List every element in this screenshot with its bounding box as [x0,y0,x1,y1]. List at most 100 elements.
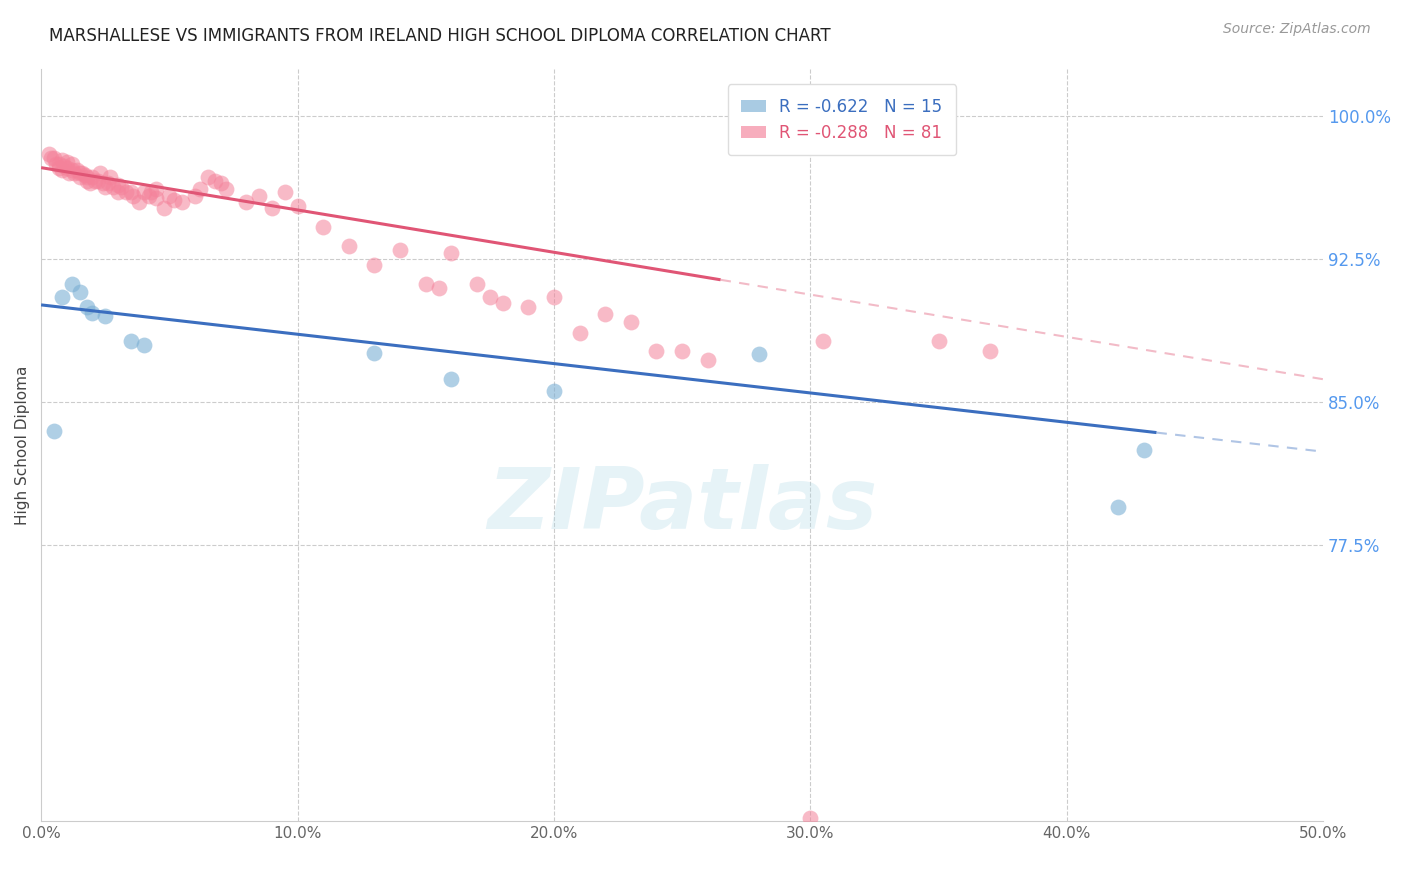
Point [42,424,65,438]
Point [184,189,207,203]
Point [337,239,360,253]
Point [107,178,129,192]
Point [478,290,501,304]
Point [101,179,124,194]
Point [63,166,86,180]
Point [89,166,111,180]
Point [235,194,257,209]
Point [84,174,107,188]
Point [696,353,718,368]
Point [197,170,219,185]
Point [60,277,83,291]
Point [415,277,437,291]
Point [53,159,76,173]
Point [748,347,770,361]
Point [1132,442,1154,457]
Point [48,157,70,171]
Point [811,334,834,348]
Point [138,189,160,203]
Point [69,285,91,299]
Point [620,315,643,329]
Point [107,186,129,200]
Point [260,201,283,215]
Point [287,199,309,213]
Point [69,170,91,185]
Point [120,334,142,348]
Point [427,281,450,295]
Y-axis label: High School Diploma: High School Diploma [15,366,30,524]
Point [312,219,335,234]
Point [465,277,488,291]
Point [66,162,89,177]
Point [42,151,65,165]
Point [273,186,295,200]
Point [79,176,101,190]
Text: MARSHALLESE VS IMMIGRANTS FROM IRELAND HIGH SCHOOL DIPLOMA CORRELATION CHART: MARSHALLESE VS IMMIGRANTS FROM IRELAND H… [49,27,831,45]
Point [145,191,167,205]
Point [69,166,91,180]
Point [157,189,180,203]
Point [491,296,513,310]
Point [132,338,155,352]
Point [122,189,145,203]
Point [209,176,232,190]
Point [979,343,1001,358]
Point [76,170,98,185]
Point [86,174,108,188]
Point [363,258,385,272]
Point [645,343,668,358]
Point [132,186,155,200]
Point [799,811,821,825]
Point [153,201,176,215]
Point [82,170,104,185]
Point [55,161,77,175]
Text: Source: ZipAtlas.com: Source: ZipAtlas.com [1223,22,1371,37]
Point [928,334,950,348]
Point [204,174,226,188]
Point [76,174,98,188]
Point [593,307,616,321]
Point [94,310,117,324]
Point [440,246,463,260]
Point [141,186,163,200]
Point [76,300,98,314]
Legend: R = -0.622   N = 15, R = -0.288   N = 81: R = -0.622 N = 15, R = -0.288 N = 81 [728,85,956,155]
Point [48,161,70,175]
Point [120,186,142,200]
Point [389,243,412,257]
Point [215,181,238,195]
Point [163,193,186,207]
Point [543,384,565,398]
Point [51,153,73,167]
Point [41,151,63,165]
Text: ZIPatlas: ZIPatlas [486,464,877,547]
Point [1107,500,1129,514]
Point [60,162,83,177]
Point [45,157,67,171]
Point [60,157,83,171]
Point [145,181,167,195]
Point [128,194,150,209]
Point [97,176,120,190]
Point [247,189,270,203]
Point [55,155,77,169]
Point [440,372,463,386]
Point [110,179,132,194]
Point [82,305,104,319]
Point [51,162,73,177]
Point [172,194,194,209]
Point [568,326,591,341]
Point [363,345,385,359]
Point [91,176,114,190]
Point [70,166,93,180]
Point [543,290,565,304]
Point [38,147,60,161]
Point [188,181,211,195]
Point [94,179,117,194]
Point [51,290,73,304]
Point [114,186,136,200]
Point [58,166,80,180]
Point [671,343,693,358]
Point [517,300,540,314]
Point [73,168,96,182]
